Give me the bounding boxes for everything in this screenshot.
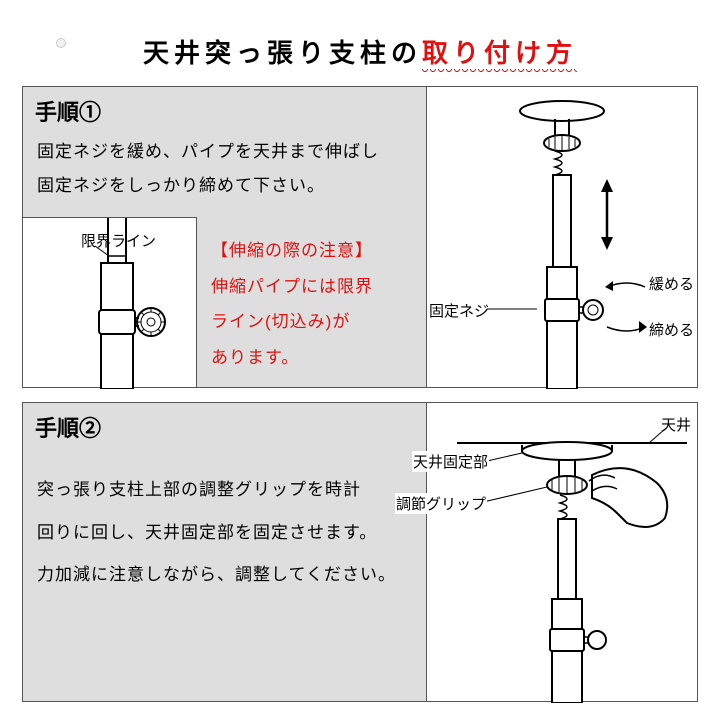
title-black: 天井突っ張り支柱の bbox=[143, 38, 422, 68]
ceiling-fix-label: 天井固定部 bbox=[412, 451, 489, 472]
tighten-label: 締める bbox=[649, 319, 694, 340]
binder-hole bbox=[56, 38, 66, 48]
ceiling-label: 天井 bbox=[661, 414, 691, 435]
page-title: 天井突っ張り支柱の取り付け方 bbox=[22, 33, 698, 70]
step-2-svg bbox=[427, 403, 699, 703]
step-2-illustration: 天井 天井固定部 調節グリップ bbox=[426, 402, 698, 702]
step-2-box: 手順② 突っ張り支柱上部の調整グリップを時計 回りに回し、天井固定部を固定させま… bbox=[22, 402, 698, 702]
adjust-grip-label: 調節グリップ bbox=[395, 493, 487, 514]
step-1-box: 手順① 固定ネジを緩め、パイプを天井まで伸ばし 固定ネジをしっかり締めて下さい。… bbox=[22, 86, 698, 388]
step-2-text: 突っ張り支柱上部の調整グリップを時計 回りに回し、天井固定部を固定させます。 力… bbox=[23, 447, 423, 619]
limit-line-svg bbox=[23, 218, 198, 389]
instruction-page: 天井突っ張り支柱の取り付け方 手順① 固定ネジを緩め、パイプを天井まで伸ばし 固… bbox=[0, 0, 720, 720]
fix-screw-label: 固定ネジ bbox=[429, 300, 489, 321]
loosen-label: 緩める bbox=[649, 273, 694, 294]
step-1-warning: 【伸縮の際の注意】 伸縮パイプには限界 ライン(切込み)が あります。 bbox=[211, 233, 411, 376]
step-1-main-illustration: 緩める 締める 固定ネジ bbox=[426, 86, 698, 388]
step-1-main-svg bbox=[427, 87, 699, 389]
limit-line-illustration: 限界ライン bbox=[22, 217, 197, 388]
title-red: 取り付け方 bbox=[422, 38, 577, 68]
